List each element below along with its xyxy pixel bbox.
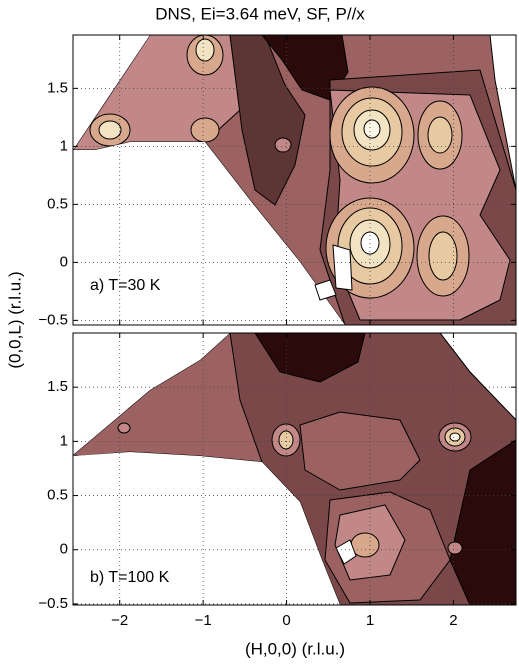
axes-frame-b — [72, 332, 517, 606]
x-axis-label: (H,0,0) (r.l.u.) — [245, 639, 345, 658]
y-tick-label: 1 — [60, 137, 68, 154]
y-tick-label: 0 — [60, 253, 68, 270]
x-tick-label: 1 — [366, 612, 374, 629]
x-tick-label: −1 — [195, 612, 212, 629]
y-tick-label: 1 — [60, 432, 68, 449]
y-tick-label: −0.5 — [38, 595, 68, 612]
y-tick-label: 0 — [60, 541, 68, 558]
y-tick-label: 0.5 — [47, 487, 68, 504]
y-tick-label: 0.5 — [47, 195, 68, 212]
axes-frame-a — [72, 34, 517, 326]
panel-label: a) T=30 K — [90, 277, 161, 294]
y-tick-label: 1.5 — [47, 378, 68, 395]
x-tick-label: −2 — [111, 612, 128, 629]
x-tick-label: 0 — [282, 612, 290, 629]
y-axis-label: (0,0,L) (r.l.u.) — [5, 271, 24, 368]
contour-map-b — [73, 333, 516, 605]
panel-label: b) T=100 K — [90, 569, 170, 586]
x-tick-label: 2 — [449, 612, 457, 629]
y-tick-label: −0.5 — [38, 311, 68, 328]
chart-title: DNS, Ei=3.64 meV, SF, P//x — [155, 4, 365, 23]
y-tick-label: 1.5 — [47, 79, 68, 96]
